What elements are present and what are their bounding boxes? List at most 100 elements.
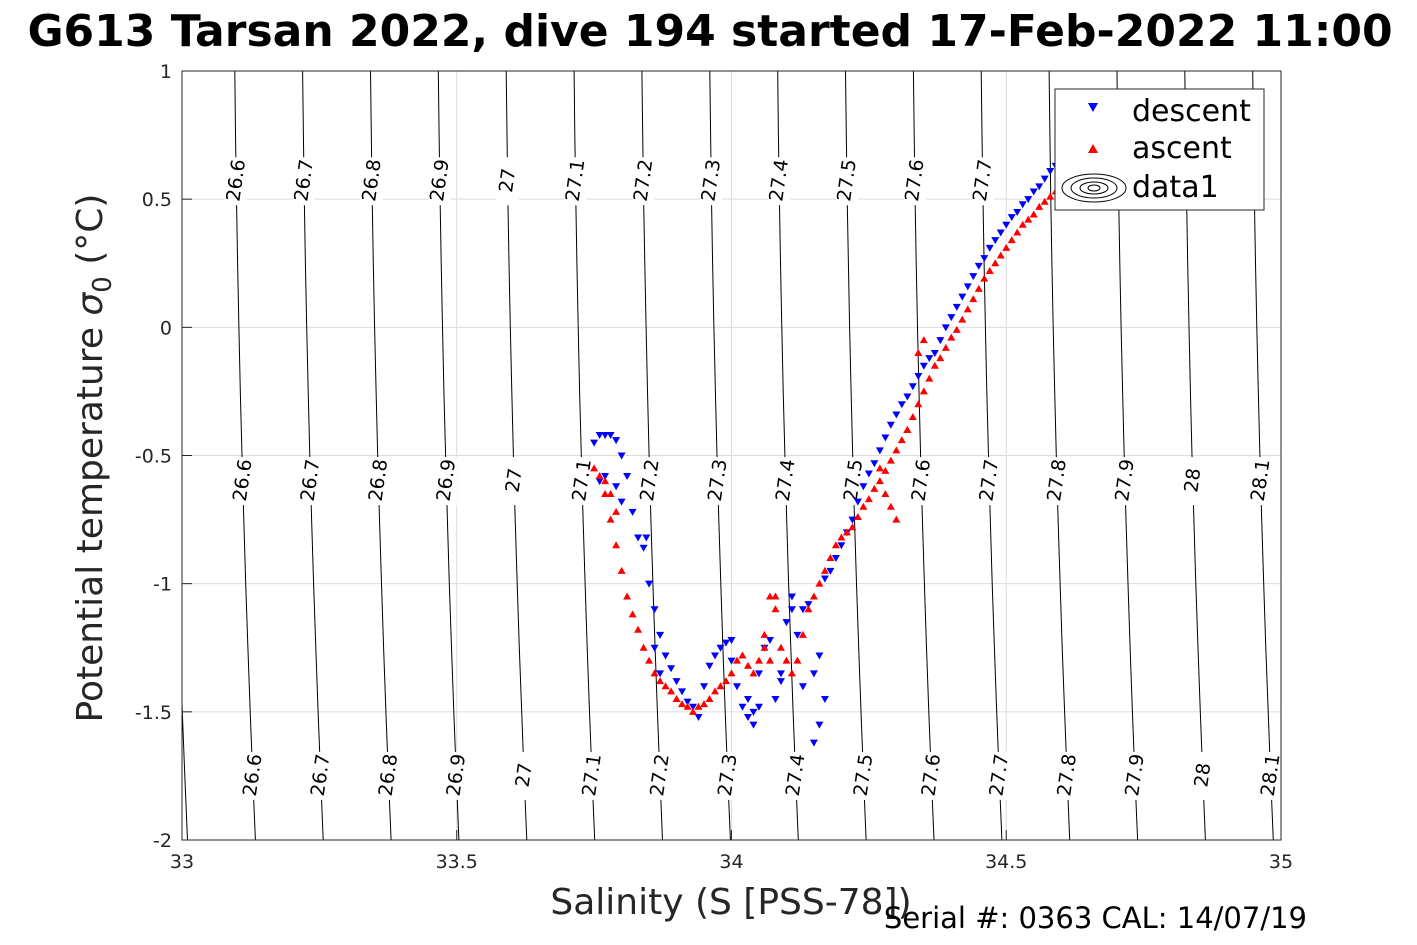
ascent-point bbox=[820, 566, 829, 574]
ascent-point bbox=[700, 700, 709, 708]
contour-label-27: 27 bbox=[495, 167, 520, 194]
contour-label-bg bbox=[852, 751, 875, 800]
descent-point bbox=[623, 473, 632, 481]
y-axis-label-sub: 0 bbox=[88, 276, 118, 293]
descent-point bbox=[1040, 175, 1049, 183]
ascent-point bbox=[853, 513, 862, 521]
contour-label-bg bbox=[784, 751, 807, 800]
descent-point bbox=[716, 644, 725, 652]
ascent-point bbox=[623, 592, 632, 600]
y-axis-ticks: 1 0.5 0 -0.5 -1 -1.5 -2 bbox=[135, 61, 192, 852]
ascent-point bbox=[881, 489, 890, 497]
descent-point bbox=[601, 473, 610, 481]
descent-point bbox=[1035, 183, 1044, 191]
descent-point bbox=[809, 739, 818, 747]
contour-label-bg bbox=[920, 751, 943, 800]
ascent-point bbox=[947, 333, 956, 341]
ascent-point bbox=[601, 477, 610, 485]
ascent-point bbox=[991, 259, 1000, 267]
contour-label-bg bbox=[978, 457, 1001, 506]
descent-point bbox=[590, 439, 599, 447]
contour-label-bg bbox=[428, 157, 451, 206]
ascent-point bbox=[952, 325, 961, 333]
ascent-point bbox=[864, 495, 873, 503]
descent-point bbox=[853, 498, 862, 506]
ascent-point bbox=[919, 336, 928, 344]
ascent-point bbox=[639, 643, 648, 651]
descent-point bbox=[765, 637, 774, 645]
contour-label-bg bbox=[367, 457, 390, 506]
ascent-point bbox=[881, 466, 890, 474]
contour-label-bg bbox=[700, 157, 723, 206]
descent-point bbox=[996, 229, 1005, 237]
descent-point bbox=[650, 644, 659, 652]
ascent-point bbox=[711, 687, 720, 695]
contour-label-bg bbox=[309, 751, 332, 800]
descent-point bbox=[700, 683, 709, 691]
ascent-point bbox=[1035, 202, 1044, 210]
contour-label-bg bbox=[1259, 751, 1282, 800]
x-axis-label: Salinity (S [PSS-78]) bbox=[550, 882, 911, 923]
ascent-point bbox=[650, 669, 659, 677]
descent-point bbox=[787, 606, 796, 614]
x-axis-ticks: 33 33.5 34 34.5 35 bbox=[170, 830, 1293, 873]
y-axis-label-sigma: σ bbox=[70, 292, 111, 316]
contour-label-bg bbox=[910, 457, 933, 506]
descent-point bbox=[969, 273, 978, 281]
descent-point bbox=[782, 619, 791, 627]
ascent-point bbox=[974, 284, 983, 292]
descent-point bbox=[897, 401, 906, 409]
ascent-point bbox=[765, 656, 774, 664]
descent-point bbox=[787, 593, 796, 601]
ascent-point bbox=[628, 610, 637, 618]
descent-point bbox=[634, 534, 643, 542]
descent-point bbox=[749, 721, 758, 729]
contour-label-bg bbox=[445, 751, 468, 800]
contour-label-bg bbox=[496, 157, 519, 206]
contour-label-bg bbox=[241, 751, 264, 800]
descent-point bbox=[705, 662, 714, 670]
ascent-point bbox=[809, 592, 818, 600]
contour-label-bg bbox=[1123, 751, 1146, 800]
contour-label-bg bbox=[842, 457, 865, 506]
descent-point bbox=[798, 606, 807, 614]
descent-point bbox=[776, 670, 785, 678]
contour-label-27: 27 bbox=[512, 762, 537, 789]
ascent-point bbox=[765, 592, 774, 600]
descent-point bbox=[974, 262, 983, 270]
ascent-point bbox=[892, 446, 901, 454]
ascent-point bbox=[782, 656, 791, 664]
descent-point bbox=[864, 470, 873, 478]
ascent-point bbox=[1040, 197, 1049, 205]
descent-point bbox=[1002, 221, 1011, 229]
descent-point bbox=[689, 703, 698, 711]
descent-point bbox=[809, 670, 818, 678]
descent-point bbox=[793, 631, 802, 639]
contour-label-bg bbox=[1046, 457, 1069, 506]
ascent-point bbox=[776, 643, 785, 651]
ascent-point bbox=[930, 361, 939, 369]
ascent-point bbox=[903, 425, 912, 433]
ascent-point bbox=[815, 579, 824, 587]
ascent-point bbox=[749, 669, 758, 677]
ascent-point bbox=[831, 541, 840, 549]
ascent-point bbox=[1013, 228, 1022, 236]
contour-label-bg bbox=[706, 457, 729, 506]
contour-label-bg bbox=[503, 457, 526, 506]
descent-point bbox=[672, 678, 681, 686]
ascent-point bbox=[590, 464, 599, 472]
y-tick-label: -1.5 bbox=[135, 702, 172, 724]
ascent-point bbox=[897, 436, 906, 444]
descent-point bbox=[617, 452, 626, 460]
ascent-point bbox=[963, 305, 972, 313]
descent-point bbox=[963, 283, 972, 291]
descent-point bbox=[958, 293, 967, 301]
ascent-point bbox=[683, 702, 692, 710]
contour-label-bg bbox=[299, 457, 322, 506]
contour-label-bg bbox=[774, 457, 797, 506]
descent-point bbox=[815, 652, 824, 660]
ascent-point bbox=[1046, 192, 1055, 200]
contour-label-28: 28 bbox=[1190, 762, 1215, 789]
contour-label-bg bbox=[360, 157, 383, 206]
legend-ascent-marker bbox=[1088, 144, 1098, 153]
